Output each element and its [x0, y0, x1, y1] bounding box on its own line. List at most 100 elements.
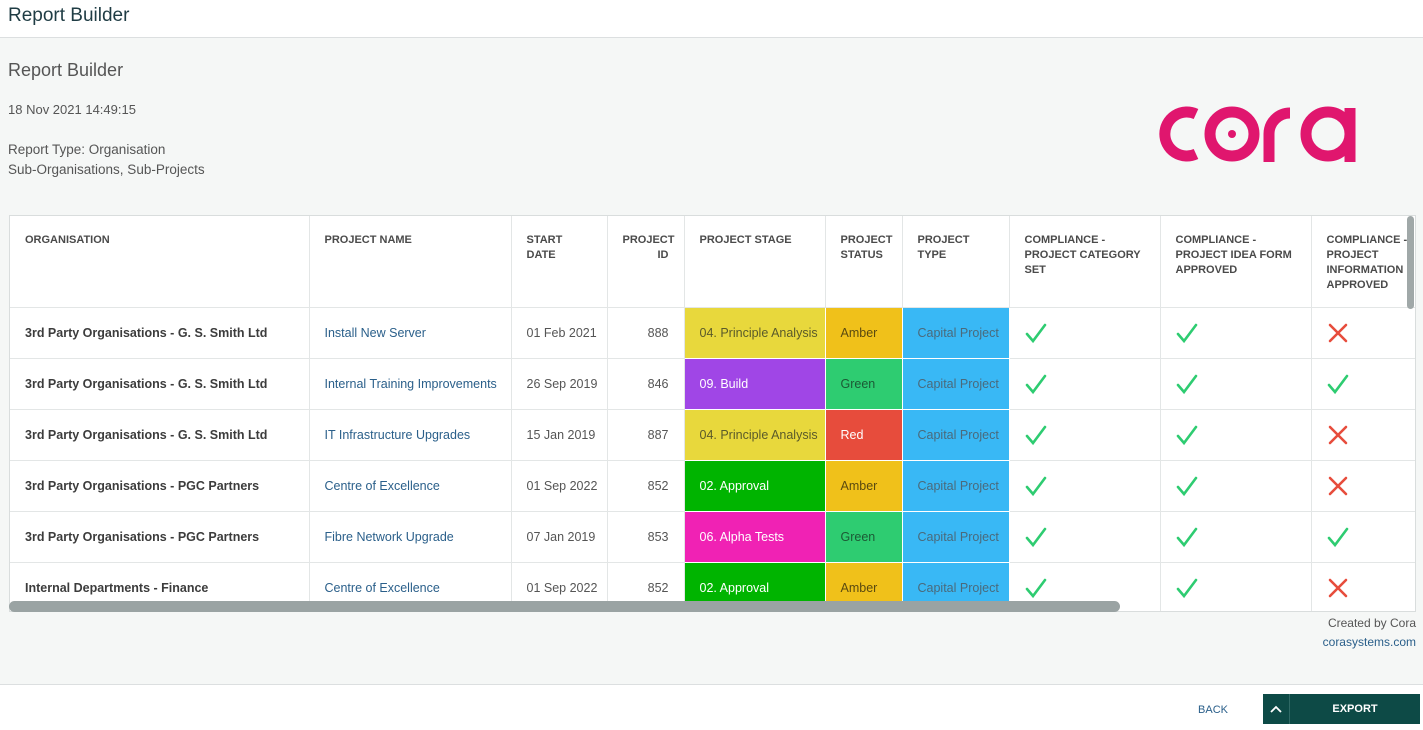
- cross-icon: [1328, 476, 1347, 495]
- col-header-project-type[interactable]: PROJECT TYPE: [902, 216, 1010, 308]
- compliance-cell-2: [1160, 562, 1312, 611]
- project-stage-cell: 04. Principle Analysis: [684, 307, 826, 359]
- check-icon: [1025, 476, 1046, 496]
- project-name-link[interactable]: Centre of Excellence: [309, 460, 512, 512]
- compliance-cell-1: [1009, 511, 1161, 563]
- corasystems-link[interactable]: corasystems.com: [1322, 635, 1416, 649]
- check-icon: [1025, 425, 1046, 445]
- col-header-compliance-category[interactable]: COMPLIANCE - PROJECT CATEGORY SET: [1009, 216, 1161, 308]
- export-button[interactable]: EXPORT: [1290, 694, 1420, 724]
- col-header-compliance-information[interactable]: COMPLIANCE - PROJECT INFORMATION APPROVE…: [1311, 216, 1415, 308]
- compliance-cell-1: [1009, 307, 1161, 359]
- compliance-cell-3: [1311, 562, 1415, 611]
- check-icon: [1025, 578, 1046, 598]
- table-row[interactable]: 3rd Party Organisations - G. S. Smith Lt…: [10, 307, 1415, 359]
- project-type-cell: Capital Project: [902, 460, 1010, 512]
- col-header-compliance-idea-form[interactable]: COMPLIANCE - PROJECT IDEA FORM APPROVED: [1160, 216, 1312, 308]
- project-type-cell: Capital Project: [902, 307, 1010, 359]
- project-type-cell: Capital Project: [902, 358, 1010, 410]
- check-icon: [1176, 476, 1197, 496]
- compliance-cell-2: [1160, 307, 1312, 359]
- compliance-cell-3: [1311, 409, 1415, 461]
- compliance-cell-1: [1009, 409, 1161, 461]
- project-type-cell: Capital Project: [902, 511, 1010, 563]
- export-options-toggle[interactable]: [1263, 694, 1290, 724]
- organisation-cell: 3rd Party Organisations - PGC Partners: [10, 460, 310, 512]
- organisation-cell: 3rd Party Organisations - G. S. Smith Lt…: [10, 358, 310, 410]
- table-row[interactable]: 3rd Party Organisations - G. S. Smith Lt…: [10, 358, 1415, 410]
- compliance-cell-3: [1311, 307, 1415, 359]
- project-status-cell: Green: [825, 511, 903, 563]
- col-header-organisation[interactable]: ORGANISATION: [10, 216, 310, 308]
- project-id-cell: 853: [607, 511, 685, 563]
- top-bar: Report Builder: [0, 0, 1423, 38]
- cross-icon: [1328, 425, 1347, 444]
- check-icon: [1025, 374, 1046, 394]
- project-id-cell: 846: [607, 358, 685, 410]
- compliance-cell-2: [1160, 409, 1312, 461]
- project-name-link[interactable]: IT Infrastructure Upgrades: [309, 409, 512, 461]
- report-table: ORGANISATION PROJECT NAME START DATE PRO…: [10, 216, 1415, 611]
- project-name-link[interactable]: Install New Server: [309, 307, 512, 359]
- cross-icon: [1328, 578, 1347, 597]
- vertical-scroll-thumb[interactable]: [1407, 216, 1414, 309]
- created-by-text: Created by Cora: [1327, 616, 1416, 630]
- app-title: Report Builder: [8, 5, 130, 26]
- check-icon: [1176, 323, 1197, 343]
- project-status-cell: Green: [825, 358, 903, 410]
- check-icon: [1176, 527, 1197, 547]
- compliance-cell-3: [1311, 460, 1415, 512]
- check-icon: [1327, 527, 1348, 547]
- table-row[interactable]: 3rd Party Organisations - G. S. Smith Lt…: [10, 409, 1415, 461]
- organisation-cell: 3rd Party Organisations - PGC Partners: [10, 511, 310, 563]
- col-header-project-status[interactable]: PROJECT STATUS: [825, 216, 903, 308]
- project-stage-cell: 02. Approval: [684, 460, 826, 512]
- check-icon: [1327, 374, 1348, 394]
- vertical-scrollbar[interactable]: [1406, 215, 1415, 611]
- col-header-project-stage[interactable]: PROJECT STAGE: [684, 216, 826, 308]
- compliance-cell-3: [1311, 358, 1415, 410]
- report-type: Report Type: Organisation: [8, 142, 166, 157]
- compliance-cell-2: [1160, 511, 1312, 563]
- horizontal-scrollbar[interactable]: [9, 600, 1405, 612]
- table-row[interactable]: 3rd Party Organisations - PGC Partners Fi…: [10, 511, 1415, 563]
- compliance-cell-3: [1311, 511, 1415, 563]
- check-icon: [1176, 425, 1197, 445]
- compliance-cell-2: [1160, 460, 1312, 512]
- project-id-cell: 888: [607, 307, 685, 359]
- compliance-cell-2: [1160, 358, 1312, 410]
- compliance-cell-1: [1009, 460, 1161, 512]
- table-row[interactable]: 3rd Party Organisations - PGC Partners Ce…: [10, 460, 1415, 512]
- table-header-row: ORGANISATION PROJECT NAME START DATE PRO…: [10, 216, 1415, 308]
- project-stage-cell: 04. Principle Analysis: [684, 409, 826, 461]
- start-date-cell: 01 Feb 2021: [511, 307, 608, 359]
- col-header-project-id[interactable]: PROJECT ID: [607, 216, 685, 308]
- report-title: Report Builder: [8, 60, 124, 80]
- start-date-cell: 01 Sep 2022: [511, 460, 608, 512]
- col-header-start-date[interactable]: START DATE: [511, 216, 608, 308]
- start-date-cell: 07 Jan 2019: [511, 511, 608, 563]
- check-icon: [1176, 578, 1197, 598]
- check-icon: [1025, 527, 1046, 547]
- start-date-cell: 15 Jan 2019: [511, 409, 608, 461]
- project-name-link[interactable]: Internal Training Improvements: [309, 358, 512, 410]
- project-status-cell: Amber: [825, 307, 903, 359]
- cora-logo: [1159, 106, 1356, 162]
- back-button[interactable]: BACK: [1186, 699, 1240, 721]
- export-button-group: EXPORT: [1263, 694, 1420, 724]
- project-id-cell: 887: [607, 409, 685, 461]
- horizontal-scroll-thumb[interactable]: [9, 601, 1120, 612]
- check-icon: [1025, 323, 1046, 343]
- project-status-cell: Red: [825, 409, 903, 461]
- start-date-cell: 26 Sep 2019: [511, 358, 608, 410]
- cross-icon: [1328, 323, 1347, 342]
- report-table-container: ORGANISATION PROJECT NAME START DATE PRO…: [9, 215, 1416, 612]
- check-icon: [1176, 374, 1197, 394]
- project-id-cell: 852: [607, 460, 685, 512]
- footer-bar: BACK EXPORT: [0, 684, 1423, 730]
- project-stage-cell: 06. Alpha Tests: [684, 511, 826, 563]
- col-header-project-name[interactable]: PROJECT NAME: [309, 216, 512, 308]
- project-name-link[interactable]: Fibre Network Upgrade: [309, 511, 512, 563]
- organisation-cell: 3rd Party Organisations - G. S. Smith Lt…: [10, 307, 310, 359]
- chevron-up-icon: [1270, 705, 1282, 713]
